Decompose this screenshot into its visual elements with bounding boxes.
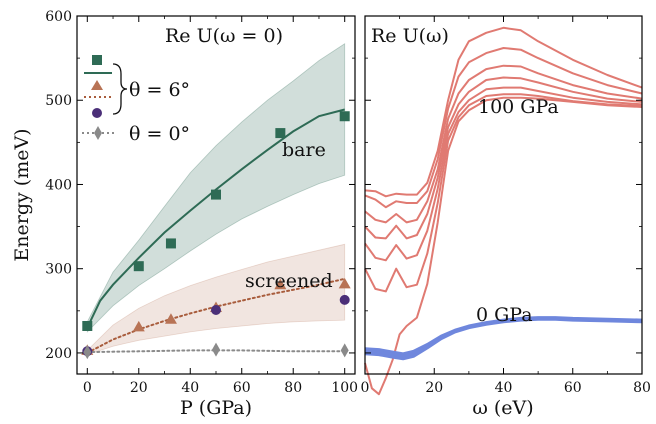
left-ytick-label-300: 300 [45, 262, 72, 278]
left-y-axis-label: Energy (meV) [11, 128, 33, 261]
curve-100-gpa-0 [364, 26, 643, 198]
point-screened_markers-2 [164, 313, 177, 324]
band-screened_band [86, 243, 346, 356]
left-ytick-label-400: 400 [45, 177, 72, 193]
right-xtick-label-0: 0 [361, 380, 370, 396]
left-ytick-label-600: 600 [45, 9, 72, 25]
right-xtick-label-20: 20 [425, 380, 443, 396]
right-xtick-label-60: 60 [564, 380, 582, 396]
point-theta0_markers-0 [83, 345, 92, 360]
left-xtick-label-0: 0 [83, 380, 92, 396]
point-bare_markers-4 [275, 128, 286, 139]
right-ticks: 0 20 40 60 80 [361, 15, 651, 396]
left-ytick-label-200: 200 [45, 346, 72, 362]
annotation-bare: bare [282, 139, 326, 161]
left-xtick-label-100: 100 [331, 380, 358, 396]
legend-brace [112, 63, 128, 115]
curve-0-gpa-9 [364, 317, 643, 361]
left-panel-title: Re U(ω = 0) [165, 25, 283, 47]
curve-100-gpa-3 [364, 76, 643, 240]
right-panel: 0 20 40 60 80 Re U(ω) 100 GPa 0 GPa ω (eV) [361, 15, 651, 419]
annotation-100-gpa: 100 GPa [478, 96, 559, 118]
line-theta0_line [86, 349, 346, 354]
legend-triangle-marker [91, 80, 103, 90]
point-bare_markers-3 [211, 189, 221, 200]
annotation-screened: screened [245, 270, 333, 292]
left-xtick-label-60: 60 [233, 380, 251, 396]
point-bare_markers-1 [133, 261, 144, 272]
point-screened_markers-5 [338, 277, 351, 289]
left-ytick-label-500: 500 [45, 93, 72, 109]
left-xtick-label-20: 20 [130, 380, 148, 396]
legend-circle-marker [92, 108, 102, 118]
point-theta0_markers-2 [340, 343, 349, 358]
curve-100-gpa-2 [364, 64, 643, 224]
legend-single-label: θ = 0° [129, 123, 190, 145]
legend: θ = 6° θ = 0° [82, 55, 190, 145]
right-x-axis-label: ω (eV) [472, 397, 533, 419]
left-markers [81, 111, 351, 360]
left-xtick-label-80: 80 [284, 380, 302, 396]
point-bare_markers-5 [339, 111, 350, 122]
curve-100-gpa-5 [364, 93, 643, 293]
right-xtick-label-80: 80 [633, 380, 651, 396]
legend-diamond-marker [94, 126, 102, 140]
point-screened_markers-1 [132, 320, 145, 332]
annotation-0-gpa: 0 GPa [476, 304, 533, 326]
point-circle_markers-2 [339, 294, 350, 305]
right-panel-title: Re U(ω) [371, 25, 449, 47]
line-bare_fit [86, 108, 345, 329]
curve-100-gpa-4 [364, 86, 643, 262]
point-bare_markers-0 [82, 320, 93, 331]
left-bands [86, 43, 346, 356]
legend-group-label: θ = 6° [129, 79, 190, 101]
right-xtick-label-40: 40 [495, 380, 513, 396]
left-x-axis-label: P (GPa) [180, 397, 252, 419]
legend-square-marker [92, 55, 102, 65]
right-curves [364, 26, 643, 396]
point-bare_markers-2 [165, 238, 176, 249]
curve-100-gpa-1 [364, 47, 643, 209]
point-theta0_markers-1 [212, 342, 220, 357]
band-bare_band [86, 43, 346, 333]
curve-100-gpa-6 [364, 96, 643, 396]
point-screened_markers-4 [274, 278, 287, 290]
point-circle_markers-1 [211, 304, 221, 315]
left-ticks: 0 20 40 60 80 100 200 300 400 500 600 [45, 9, 358, 396]
left-xtick-label-40: 40 [181, 380, 199, 396]
